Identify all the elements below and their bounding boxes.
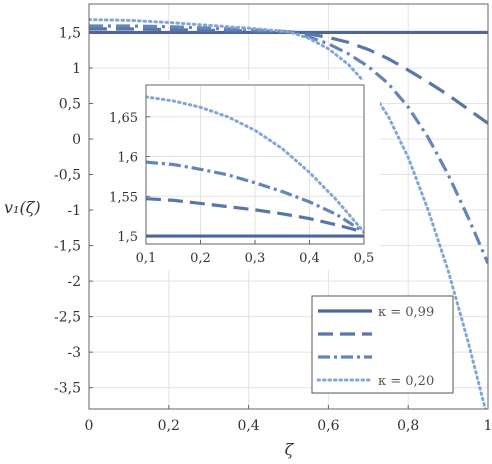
inset-series-dash-dot-line: [146, 160, 364, 234]
main-y-tick-label: 0,5: [59, 96, 81, 112]
inset-series-dotted-line: [146, 95, 364, 234]
main-series: [89, 18, 488, 409]
main-x-tick-label: 0: [85, 418, 94, 434]
legend: κ = 0,99 κ = 0,20: [311, 295, 454, 394]
inset-tick-labels: 0,1 0,2 0,3 0,4 0,5 1,5 1,55 1,6 1,65: [109, 111, 374, 266]
main-series-dotted-line: [89, 18, 487, 409]
main-series-dash-dot-line: [89, 24, 488, 264]
inset-series: [146, 95, 364, 238]
inset-x-tick-label: 0,1: [136, 251, 157, 266]
main-y-tick-label: -2: [67, 274, 81, 290]
main-x-tick-label: 0,2: [158, 418, 180, 434]
legend-entry-label: κ = 0,20: [378, 374, 434, 389]
legend-entry-label: κ = 0,99: [378, 305, 434, 320]
inset-x-tick-label: 0,4: [299, 251, 320, 266]
main-x-tick-label: 1: [484, 418, 492, 434]
main-y-tick-label: 0: [72, 132, 81, 148]
inset-series-dashed-line: [146, 197, 364, 234]
main-y-tick-label: -1,5: [54, 239, 81, 255]
inset-y-tick-label: 1,6: [117, 151, 138, 166]
main-y-tick-label: -2,5: [54, 310, 81, 326]
main-y-tick-label: -3: [67, 345, 81, 361]
inset-chart: 0,1 0,2 0,3 0,4 0,5 1,5 1,55 1,6 1,65: [94, 80, 380, 270]
inset-y-tick-label: 1,55: [109, 190, 138, 205]
main-tick-labels: 0 0,2 0,4 0,6 0,8 1 1,5 1 0,5 0 -0,5 -1 -1,5 -2 -2,5 -3…: [54, 25, 492, 434]
main-x-tick-label: 0,6: [317, 418, 339, 434]
main-series-dashed-line: [89, 27, 488, 125]
main-x-tick-label: 0,4: [237, 418, 259, 434]
main-plot-frame: [88, 3, 489, 410]
main-y-tick-label: -1: [67, 203, 81, 219]
x-axis-label: ζ: [285, 440, 295, 459]
inset-x-tick-label: 0,5: [354, 251, 375, 266]
main-y-tick-label: -3,5: [54, 381, 81, 397]
inset-y-tick-label: 1,65: [109, 111, 138, 126]
inset-background: [94, 80, 380, 270]
main-x-tick-label: 0,8: [397, 418, 419, 434]
main-y-tick-label: 1: [72, 61, 81, 77]
inset-x-tick-label: 0,3: [245, 251, 266, 266]
inset-y-tick-label: 1,5: [117, 230, 138, 245]
main-y-tick-label: -0,5: [54, 168, 81, 184]
y-axis-label: v₁(ζ): [4, 198, 41, 217]
main-y-tick-label: 1,5: [59, 25, 81, 41]
inset-x-tick-label: 0,2: [190, 251, 211, 266]
